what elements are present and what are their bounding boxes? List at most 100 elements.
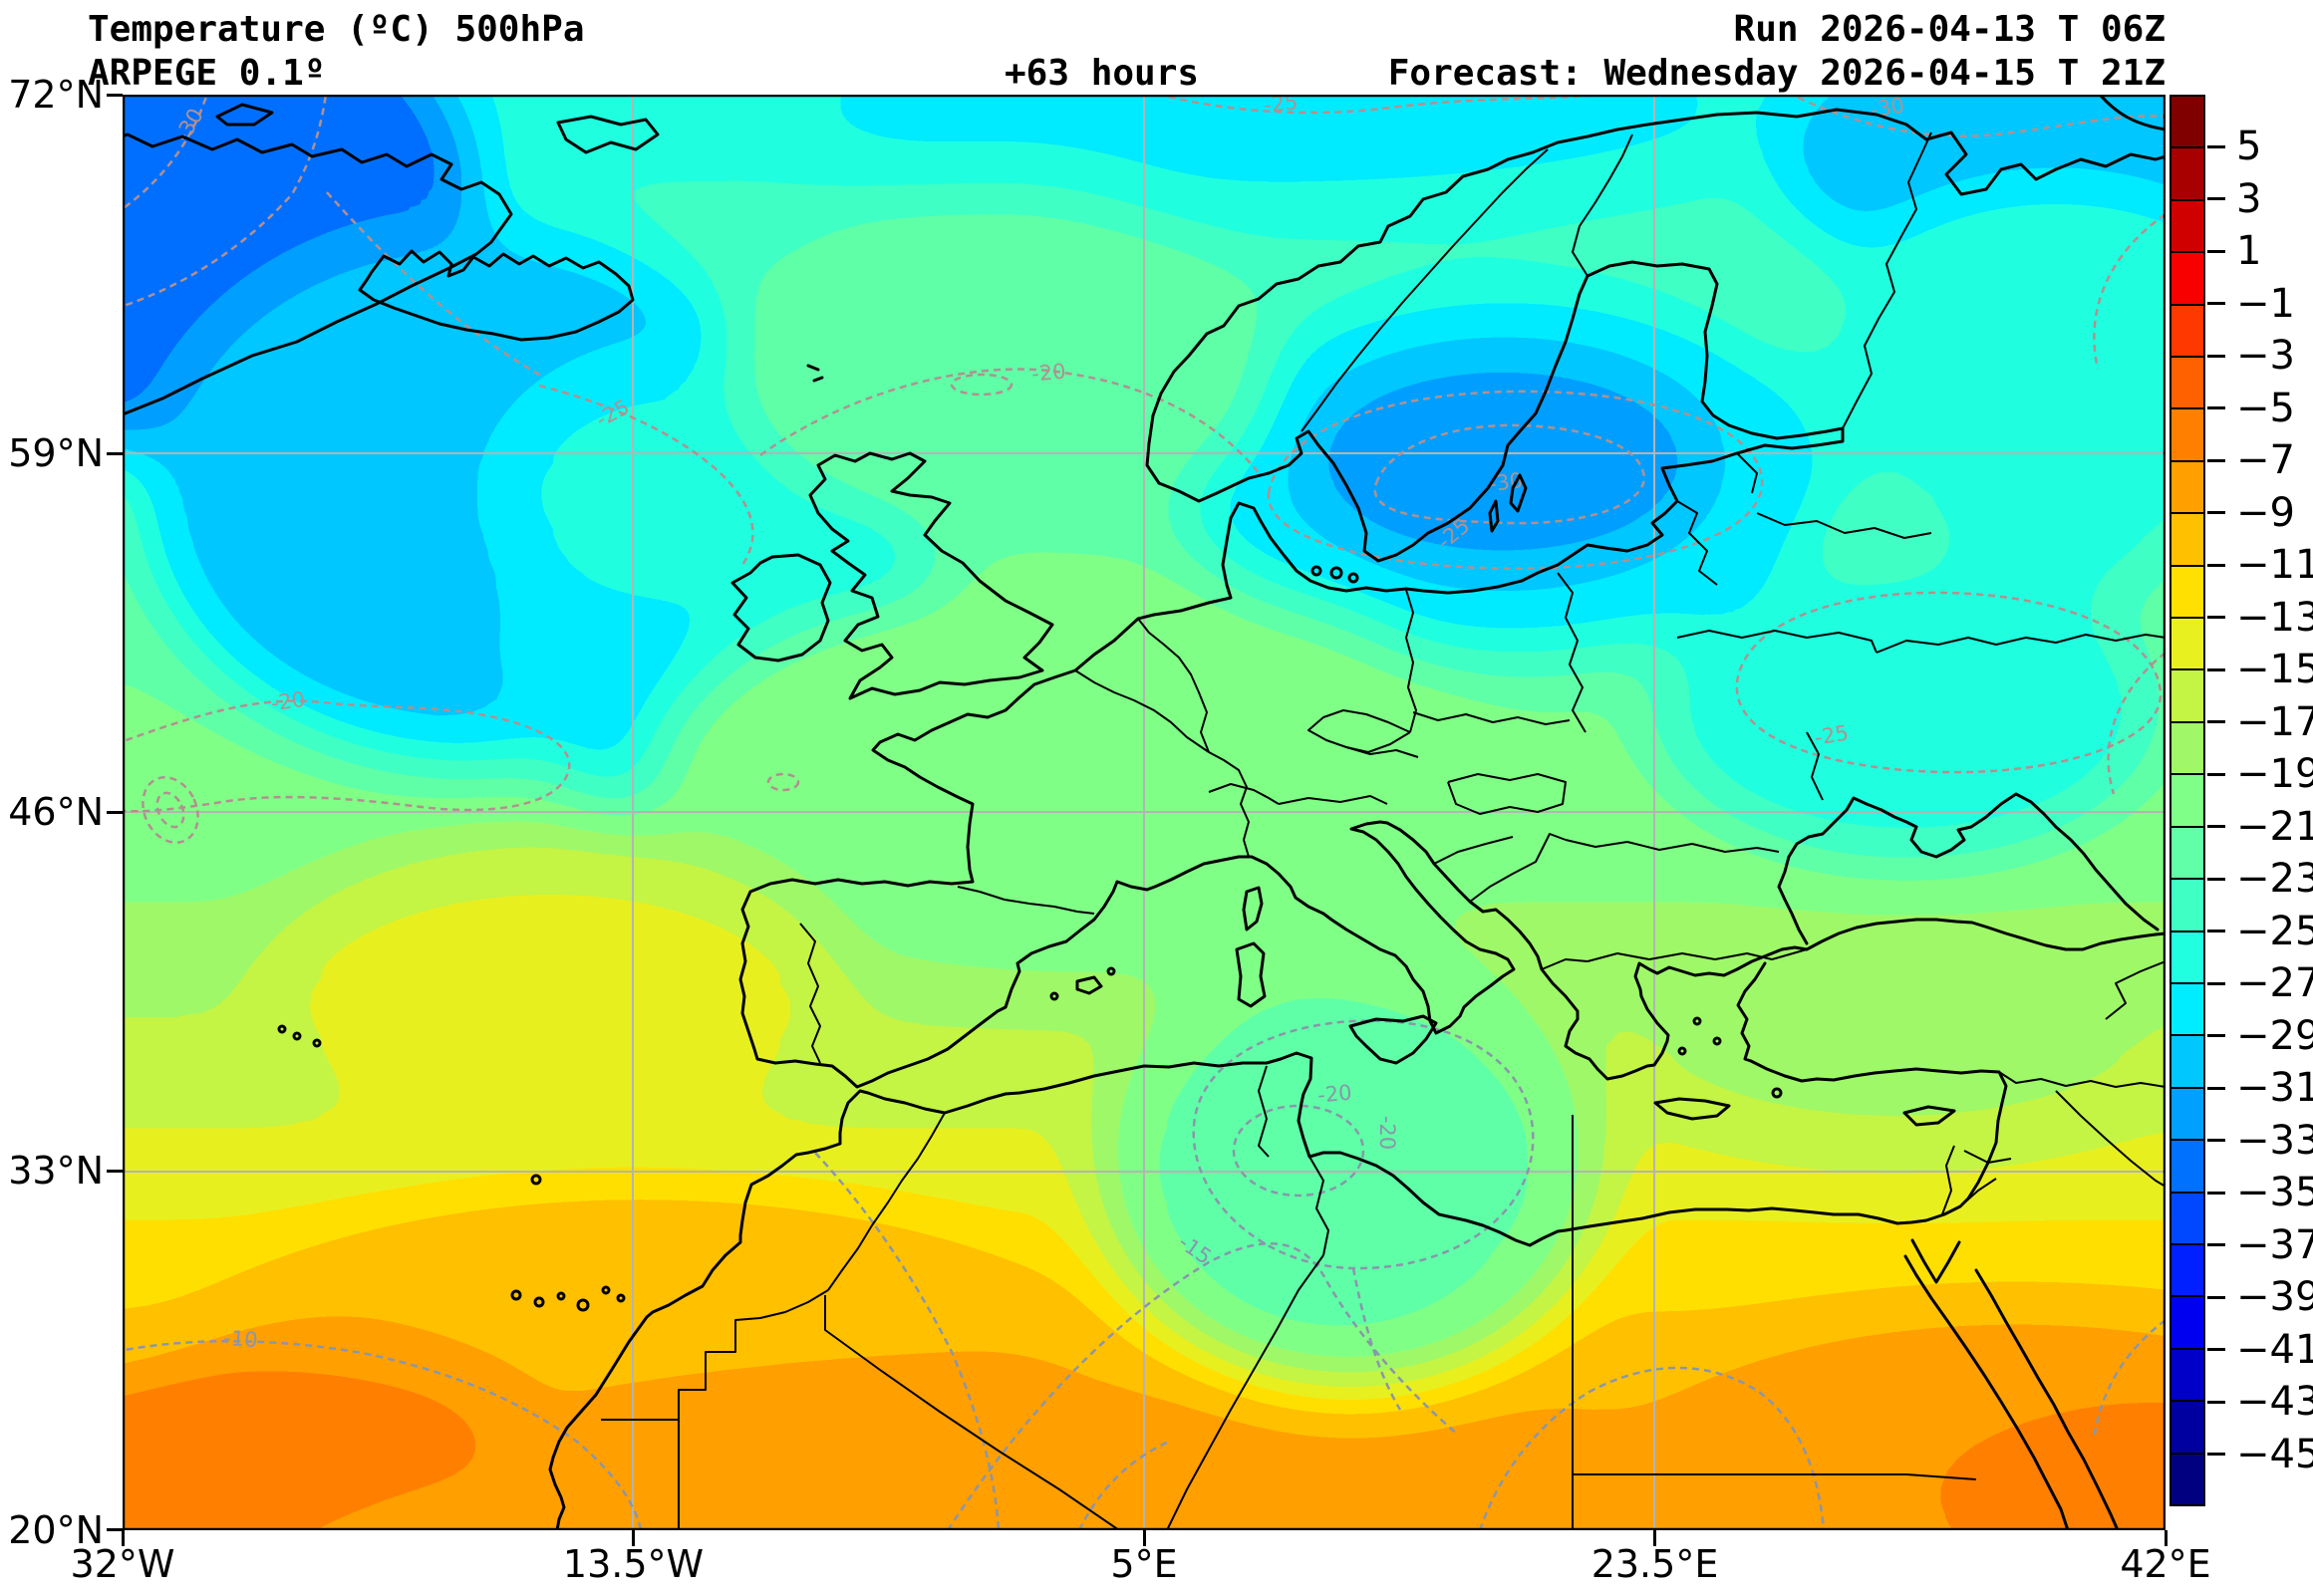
colorbar-segment [2171, 200, 2203, 254]
colorbar-tick [2207, 667, 2225, 671]
colorbar-segment [2171, 827, 2203, 881]
colorbar-tick [2207, 616, 2225, 620]
lead-time-label: +63 hours [1005, 53, 1200, 94]
lat-tick-label: 33°N [8, 1149, 104, 1194]
lat-tick [107, 1169, 123, 1173]
colorbar-tick-label: −35 [2236, 1170, 2313, 1216]
colorbar-tick [2207, 1139, 2225, 1143]
colorbar-tick-label: 3 [2236, 175, 2262, 222]
colorbar-tick [2207, 772, 2225, 776]
colorbar-tick [2207, 1191, 2225, 1195]
colorbar-tick-label: 5 [2236, 124, 2262, 170]
colorbar-segment [2171, 670, 2203, 723]
lon-tick-label: 32°W [70, 1542, 175, 1586]
colorbar-segment [2171, 931, 2203, 984]
graticule-gridlines [123, 95, 2166, 1530]
lon-tick-label: 42°E [2120, 1542, 2211, 1586]
colorbar-tick [2207, 877, 2225, 881]
colorbar-segment [2171, 1402, 2203, 1455]
colorbar-segment [2171, 983, 2203, 1037]
colorbar-tick-label: −9 [2236, 489, 2295, 536]
colorbar-tick [2207, 197, 2225, 201]
colorbar-tick [2207, 825, 2225, 829]
colorbar-tick [2207, 458, 2225, 462]
contour-label: -20 [1316, 1081, 1352, 1108]
colorbar-tick-label: −1 [2236, 280, 2295, 327]
colorbar-tick-label: −25 [2236, 908, 2313, 954]
colorbar-tick-label: −31 [2236, 1065, 2313, 1112]
lat-tick-label: 59°N [8, 431, 104, 476]
colorbar-tick-label: −5 [2236, 385, 2295, 431]
contour-label: -10 [223, 1326, 259, 1352]
lon-tick-label: 23.5°E [1590, 1542, 1719, 1586]
colorbar-tick-label: −21 [2236, 803, 2313, 850]
colorbar-tick-label: −27 [2236, 960, 2313, 1007]
colorbar-segment [2171, 1036, 2203, 1089]
lat-tick [107, 451, 123, 455]
colorbar-tick [2207, 144, 2225, 148]
colorbar-tick-label: −45 [2236, 1431, 2313, 1477]
colorbar-tick [2207, 563, 2225, 567]
lon-tick [1653, 1530, 1657, 1546]
colorbar-tick [2207, 1243, 2225, 1247]
colorbar-tick-label: −19 [2236, 751, 2313, 798]
lat-tick [107, 810, 123, 814]
colorbar-tick-label: −29 [2236, 1012, 2313, 1059]
colorbar-segment [2171, 148, 2203, 201]
contour-lines-south [123, 1019, 2166, 1530]
lat-tick [107, 1528, 123, 1532]
colorbar-tick [2207, 249, 2225, 253]
colorbar-tick [2207, 354, 2225, 358]
colorbar-segment [2171, 409, 2203, 462]
lon-tick [1142, 1530, 1146, 1546]
colorbar-tick-label: −3 [2236, 333, 2295, 380]
lon-tick-label: 13.5°W [562, 1542, 705, 1586]
colorbar-segment [2171, 880, 2203, 932]
colorbar-segment [2171, 97, 2203, 149]
country-borders [601, 132, 2166, 1530]
temperature-map: -30-25 -30-20-25-30-25-25-20-20-20-15-10 [123, 95, 2166, 1530]
contour-label: -20 [1375, 1116, 1399, 1150]
run-datetime-label: Run 2026-04-13 T 06Z [1733, 9, 2166, 50]
lat-tick [107, 93, 123, 97]
colorbar-tick [2207, 1400, 2225, 1404]
colorbar-tick [2207, 930, 2225, 933]
forecast-datetime-label: Forecast: Wednesday 2026-04-15 T 21Z [1387, 53, 2166, 94]
colorbar-tick [2207, 1295, 2225, 1299]
colorbar-tick-label: −7 [2236, 437, 2295, 484]
colorbar-segment [2171, 1193, 2203, 1245]
colorbar-segment [2171, 1141, 2203, 1194]
contour-label: -25 [1813, 720, 1851, 750]
model-resolution-label: ARPEGE 0.1º [88, 53, 326, 94]
colorbar-segment [2171, 1244, 2203, 1298]
colorbar-tick-label: −37 [2236, 1221, 2313, 1268]
contour-label: -20 [1030, 360, 1066, 387]
colorbar-tick-label: −41 [2236, 1326, 2313, 1373]
colorbar-segment [2171, 1454, 2203, 1504]
colorbar-tick [2207, 1034, 2225, 1038]
colorbar-tick [2207, 406, 2225, 410]
colorbar-tick [2207, 1453, 2225, 1457]
colorbar-tick-label: −17 [2236, 698, 2313, 745]
colorbar-segment [2171, 722, 2203, 776]
lat-tick-label: 20°N [8, 1507, 104, 1552]
lon-tick-label: 5°E [1110, 1542, 1178, 1586]
colorbar-tick [2207, 1348, 2225, 1352]
colorbar-segment [2171, 305, 2203, 359]
colorbar-tick [2207, 511, 2225, 515]
colorbar-tick-label: −39 [2236, 1274, 2313, 1321]
lon-tick [2164, 1530, 2168, 1546]
page-title: Temperature (ºC) 500hPa [88, 9, 585, 50]
colorbar-segment [2171, 566, 2203, 620]
colorbar-tick-label: −33 [2236, 1117, 2313, 1164]
colorbar-tick [2207, 720, 2225, 724]
contour-label: -20 [269, 687, 306, 716]
colorbar-tick-label: 1 [2236, 228, 2262, 275]
colorbar [2169, 95, 2205, 1506]
colorbar-tick [2207, 1086, 2225, 1090]
colorbar-tick [2207, 981, 2225, 985]
colorbar-segment [2171, 358, 2203, 410]
colorbar-tick [2207, 302, 2225, 306]
colorbar-segment [2171, 1349, 2203, 1403]
